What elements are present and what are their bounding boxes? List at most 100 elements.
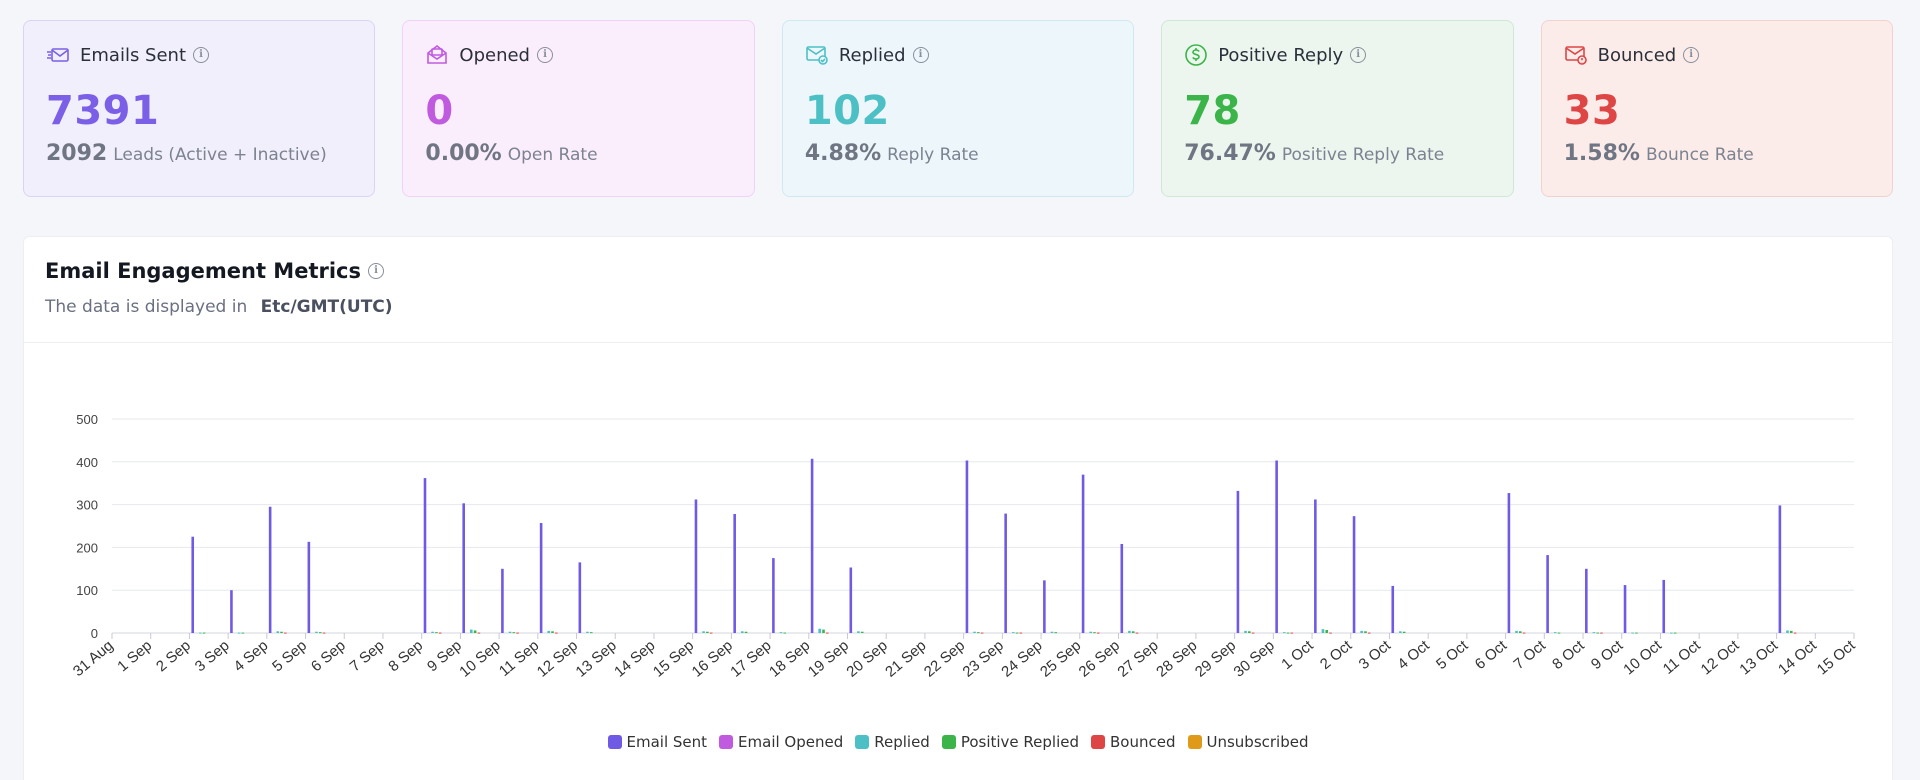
- card-sub-label: Leads (Active + Inactive): [113, 145, 327, 165]
- x-tick-label: 2 Sep: [153, 637, 194, 675]
- x-tick-label: 15 Oct: [1814, 637, 1859, 679]
- card-sub-label: Open Rate: [507, 145, 598, 165]
- info-icon[interactable]: i: [367, 263, 384, 279]
- y-tick-label: 500: [76, 412, 98, 427]
- bar: [438, 632, 442, 634]
- bar: [1600, 632, 1603, 634]
- card-replied[interactable]: Replied i 102 4.88% Reply Rate: [781, 20, 1135, 197]
- legend-item[interactable]: Email Sent: [607, 733, 707, 751]
- card-sub-value: 1.58%: [1563, 141, 1640, 166]
- x-tick-label: 14 Oct: [1775, 637, 1820, 679]
- x-tick-label: 1 Sep: [114, 637, 155, 675]
- bar: [318, 632, 322, 634]
- legend-item[interactable]: Replied: [855, 733, 930, 751]
- card-sub-value: 4.88%: [804, 141, 882, 166]
- card-emails-sent[interactable]: Emails Sent i 7391 2092 Leads (Active + …: [23, 20, 376, 197]
- legend-item[interactable]: Positive Replied: [941, 733, 1080, 751]
- x-tick-label: 18 Sep: [766, 637, 813, 681]
- x-tick-label: 29 Sep: [1192, 637, 1239, 681]
- bar: [1352, 516, 1356, 633]
- bar: [1793, 632, 1797, 634]
- legend-swatch: [1091, 735, 1106, 749]
- legend-label: Bounced: [1110, 733, 1176, 751]
- bar: [1546, 555, 1549, 633]
- y-tick-label: 400: [76, 455, 98, 470]
- x-tick-label: 12 Oct: [1698, 637, 1743, 679]
- info-icon[interactable]: i: [1683, 47, 1700, 63]
- x-tick-label: 28 Sep: [1153, 637, 1200, 681]
- x-tick-label: 22 Sep: [921, 637, 968, 681]
- x-tick-label: 15 Sep: [650, 637, 697, 681]
- bar: [1391, 585, 1395, 633]
- bar: [1585, 568, 1588, 633]
- bar: [1131, 631, 1135, 633]
- bar: [1120, 543, 1124, 633]
- legend-item[interactable]: Email Opened: [719, 733, 843, 751]
- legend-label: Replied: [874, 733, 930, 751]
- legend-label: Positive Replied: [960, 733, 1080, 751]
- x-tick-label: 3 Oct: [1356, 637, 1395, 674]
- bar: [202, 632, 206, 634]
- bar: [1623, 585, 1627, 633]
- email-open-icon: [425, 43, 449, 67]
- card-positive-reply[interactable]: Positive Reply i 78 76.47% Positive Repl…: [1161, 20, 1514, 197]
- bar: [973, 631, 976, 633]
- bar: [547, 630, 551, 633]
- x-tick-label: 8 Sep: [385, 637, 426, 675]
- bar: [783, 632, 787, 634]
- bar: [1673, 632, 1677, 634]
- card-title: Replied: [838, 44, 906, 66]
- bar: [307, 541, 311, 633]
- x-tick-label: 31 Aug: [70, 637, 117, 680]
- bar: [740, 631, 744, 633]
- card-opened[interactable]: Opened i 0 0.00% Open Rate: [402, 20, 755, 197]
- bar: [1325, 630, 1329, 633]
- timezone-prefix: The data is displayed in: [45, 297, 248, 317]
- info-icon[interactable]: i: [912, 47, 929, 63]
- bar: [1786, 630, 1789, 633]
- bar: [1135, 632, 1139, 634]
- bar: [826, 632, 829, 634]
- bar: [237, 632, 241, 634]
- bar: [772, 558, 775, 633]
- legend-item[interactable]: Unsubscribed: [1187, 733, 1309, 751]
- bar: [191, 536, 195, 633]
- legend-item[interactable]: Bounced: [1091, 733, 1176, 751]
- bar: [1631, 632, 1634, 634]
- legend-swatch: [607, 735, 622, 749]
- bar: [1244, 630, 1247, 633]
- card-value: 78: [1184, 88, 1241, 134]
- card-sub-label: Reply Rate: [887, 145, 979, 165]
- bar: [1519, 631, 1522, 633]
- bar: [1043, 580, 1046, 633]
- x-tick-label: 6 Sep: [308, 637, 349, 675]
- bar: [822, 629, 825, 633]
- bar: [1251, 632, 1255, 634]
- card-bounced[interactable]: Bounced i 33 1.58% Bounce Rate: [1540, 20, 1894, 197]
- bar: [1360, 630, 1363, 633]
- bar: [1515, 630, 1518, 633]
- engagement-panel: Email Engagement Metrics i The data is d…: [23, 236, 1893, 780]
- x-tick-label: 14 Sep: [611, 637, 658, 681]
- bar: [709, 632, 713, 634]
- card-sub-value: 76.47%: [1184, 141, 1276, 166]
- info-icon[interactable]: i: [1350, 47, 1367, 63]
- bar: [508, 631, 512, 633]
- bar: [230, 590, 233, 633]
- x-tick-label: 2 Oct: [1317, 637, 1356, 674]
- bar: [1367, 632, 1371, 634]
- x-tick-label: 16 Sep: [689, 637, 736, 681]
- bar: [1321, 629, 1325, 633]
- legend-swatch: [941, 735, 956, 749]
- bar: [589, 632, 593, 634]
- bar: [818, 628, 821, 633]
- bar: [1236, 490, 1240, 633]
- email-send-icon: [46, 43, 70, 67]
- info-icon[interactable]: i: [193, 47, 210, 63]
- bar: [1635, 632, 1638, 634]
- bar: [586, 631, 589, 633]
- x-tick-label: 27 Sep: [1114, 637, 1161, 681]
- bar: [1011, 632, 1015, 634]
- info-icon[interactable]: i: [536, 47, 553, 63]
